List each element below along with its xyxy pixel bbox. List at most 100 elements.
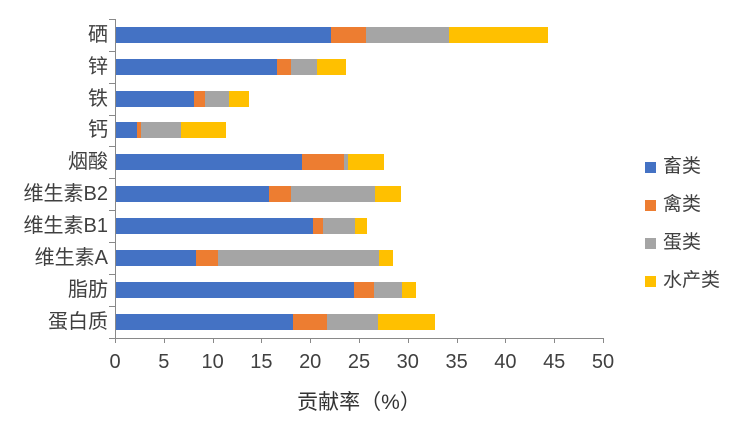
y-axis-tick (109, 241, 115, 243)
bar-segment-禽类 (354, 281, 374, 298)
bar-segment-禽类 (302, 154, 345, 171)
bar-segment-畜类 (116, 58, 278, 75)
bar-segment-畜类 (116, 281, 355, 298)
y-axis-tick (109, 210, 115, 212)
x-tick-label: 10 (201, 350, 224, 373)
x-axis-tick (456, 337, 458, 343)
bar-segment-禽类 (330, 26, 366, 43)
x-axis-tick (115, 337, 116, 343)
x-tick-label: 20 (299, 350, 322, 373)
bar-segment-畜类 (116, 249, 197, 266)
category-label: 铁 (88, 87, 108, 110)
bar-row (116, 218, 367, 235)
bar-segment-畜类 (116, 218, 314, 235)
category-label: 维生素B2 (23, 183, 108, 206)
bar-segment-畜类 (116, 186, 270, 203)
x-tick-label: 45 (543, 350, 566, 373)
x-axis-tick (505, 337, 507, 343)
bar-segment-蛋类 (373, 281, 402, 298)
y-axis-tick (109, 19, 115, 20)
legend-item-畜类: 畜类 (645, 157, 701, 177)
bar-segment-水产类 (377, 313, 436, 330)
bar-segment-蛋类 (290, 186, 375, 203)
bar-segment-水产类 (378, 249, 394, 266)
bar-row (116, 154, 385, 171)
bar-row (116, 281, 416, 298)
bar-segment-畜类 (116, 313, 293, 330)
y-axis-tick (109, 273, 115, 275)
bar-segment-水产类 (355, 218, 367, 235)
bar-row (116, 122, 227, 139)
bar-segment-畜类 (116, 154, 303, 171)
legend-swatch-icon (645, 275, 656, 287)
x-axis-tick (261, 337, 263, 343)
y-axis-tick (109, 146, 115, 148)
bar-segment-禽类 (269, 186, 291, 203)
x-axis-tick (603, 337, 604, 343)
bar-segment-蛋类 (141, 122, 182, 139)
bar-segment-蛋类 (217, 249, 379, 266)
bar-segment-水产类 (448, 26, 549, 43)
bar-segment-蛋类 (290, 58, 318, 75)
y-axis-tick (109, 178, 115, 180)
category-label: 维生素A (34, 246, 108, 269)
legend-label: 蛋类 (663, 232, 702, 253)
bar-segment-禽类 (292, 313, 327, 330)
bar-segment-禽类 (137, 122, 142, 139)
bar-row (116, 90, 249, 107)
bar-segment-畜类 (116, 26, 331, 43)
x-axis-title: 贡献率（%） (297, 391, 421, 414)
bar-row (116, 186, 401, 203)
y-axis-tick (109, 82, 115, 84)
category-label: 锌 (88, 55, 108, 78)
legend-label: 禽类 (663, 194, 702, 215)
bar-segment-禽类 (194, 90, 205, 107)
x-tick-label: 15 (250, 350, 273, 373)
x-tick-label: 50 (591, 350, 615, 373)
x-tick-label: 0 (109, 350, 121, 373)
legend-label: 畜类 (663, 156, 702, 177)
bar-segment-水产类 (181, 122, 227, 139)
y-axis-line (115, 19, 116, 338)
bar-segment-水产类 (401, 281, 416, 298)
bar-segment-水产类 (348, 154, 385, 171)
bar-segment-蛋类 (344, 154, 349, 171)
x-tick-label: 25 (347, 350, 371, 373)
category-label: 脂肪 (68, 278, 108, 301)
x-tick-label: 5 (158, 350, 170, 373)
x-tick-label: 35 (445, 350, 468, 373)
x-tick-label: 40 (494, 350, 517, 373)
legend-label: 水产类 (663, 270, 721, 291)
category-label: 蛋白质 (48, 310, 108, 333)
legend-item-蛋类: 蛋类 (645, 233, 701, 253)
bar-row (116, 313, 436, 330)
bar-row (116, 249, 394, 266)
bar-segment-畜类 (116, 90, 195, 107)
legend-swatch-icon (645, 161, 656, 173)
bar-segment-禽类 (196, 249, 218, 266)
y-axis-tick (109, 305, 115, 307)
y-axis-tick (109, 114, 115, 116)
bar-row (116, 58, 347, 75)
category-label: 烟酸 (68, 151, 108, 174)
legend-swatch-icon (645, 199, 656, 211)
bar-segment-水产类 (229, 90, 249, 107)
bar-segment-禽类 (277, 58, 291, 75)
category-label: 硒 (88, 23, 108, 46)
x-tick-label: 30 (396, 350, 419, 373)
bar-row (116, 26, 549, 43)
bar-segment-畜类 (116, 122, 138, 139)
x-axis-line (109, 337, 604, 339)
x-axis-tick (212, 337, 214, 343)
x-axis-tick (407, 337, 409, 343)
legend-swatch-icon (645, 237, 656, 249)
legend-item-禽类: 禽类 (645, 195, 701, 215)
x-axis-tick (163, 337, 165, 343)
bar-segment-蛋类 (322, 218, 356, 235)
bar-segment-蛋类 (365, 26, 449, 43)
category-label: 维生素B1 (23, 215, 108, 238)
legend-item-水产类: 水产类 (645, 271, 720, 291)
category-label: 钙 (88, 119, 108, 142)
x-axis-tick (554, 337, 556, 343)
